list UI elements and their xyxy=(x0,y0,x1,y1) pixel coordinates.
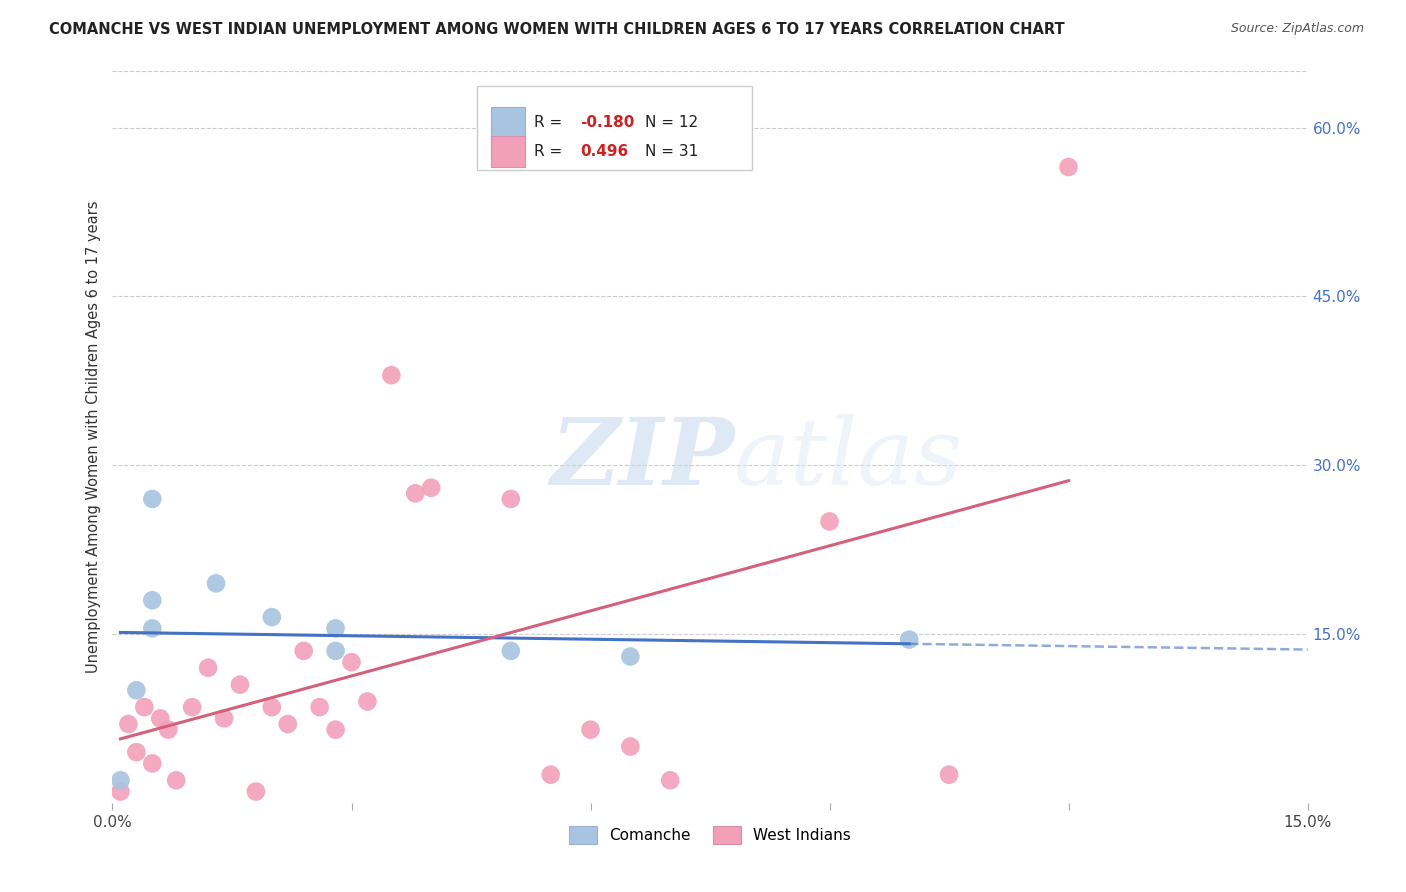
Point xyxy=(125,683,148,698)
Point xyxy=(197,661,219,675)
Text: N = 31: N = 31 xyxy=(645,145,699,159)
Text: ZIP: ZIP xyxy=(550,414,734,504)
Point xyxy=(499,491,522,506)
Point xyxy=(110,784,132,798)
Point xyxy=(325,723,347,737)
Point xyxy=(110,773,132,788)
Point xyxy=(308,700,330,714)
Point xyxy=(141,756,163,771)
Point xyxy=(938,767,960,781)
Text: atlas: atlas xyxy=(734,414,963,504)
Point xyxy=(205,576,228,591)
Point xyxy=(292,644,315,658)
Point xyxy=(260,700,283,714)
Point xyxy=(141,593,163,607)
Text: N = 12: N = 12 xyxy=(645,115,699,129)
Point xyxy=(141,621,163,635)
Point xyxy=(540,767,562,781)
Point xyxy=(380,368,402,383)
Point xyxy=(579,723,602,737)
Text: 0.496: 0.496 xyxy=(579,145,628,159)
Point xyxy=(141,491,163,506)
Point xyxy=(619,649,641,664)
Point xyxy=(325,621,347,635)
Point xyxy=(1057,160,1080,174)
Point xyxy=(165,773,187,788)
Point xyxy=(619,739,641,754)
Point xyxy=(229,678,252,692)
FancyBboxPatch shape xyxy=(477,86,752,170)
Point xyxy=(157,723,180,737)
Text: Source: ZipAtlas.com: Source: ZipAtlas.com xyxy=(1230,22,1364,36)
FancyBboxPatch shape xyxy=(491,136,524,167)
Point xyxy=(404,486,426,500)
Point xyxy=(260,610,283,624)
Point xyxy=(117,717,139,731)
Point xyxy=(818,515,841,529)
FancyBboxPatch shape xyxy=(491,107,524,137)
Point xyxy=(356,694,378,708)
Point xyxy=(499,644,522,658)
Point xyxy=(134,700,156,714)
Point xyxy=(212,711,235,725)
Point xyxy=(325,644,347,658)
Point xyxy=(898,632,921,647)
Point xyxy=(659,773,682,788)
Text: R =: R = xyxy=(534,115,568,129)
Point xyxy=(125,745,148,759)
Point xyxy=(420,481,443,495)
Point xyxy=(181,700,204,714)
Text: R =: R = xyxy=(534,145,572,159)
Point xyxy=(340,655,363,669)
Y-axis label: Unemployment Among Women with Children Ages 6 to 17 years: Unemployment Among Women with Children A… xyxy=(86,201,101,673)
Point xyxy=(277,717,299,731)
Point xyxy=(149,711,172,725)
Text: -0.180: -0.180 xyxy=(579,115,634,129)
Point xyxy=(245,784,267,798)
Legend: Comanche, West Indians: Comanche, West Indians xyxy=(564,820,856,850)
Text: COMANCHE VS WEST INDIAN UNEMPLOYMENT AMONG WOMEN WITH CHILDREN AGES 6 TO 17 YEAR: COMANCHE VS WEST INDIAN UNEMPLOYMENT AMO… xyxy=(49,22,1064,37)
